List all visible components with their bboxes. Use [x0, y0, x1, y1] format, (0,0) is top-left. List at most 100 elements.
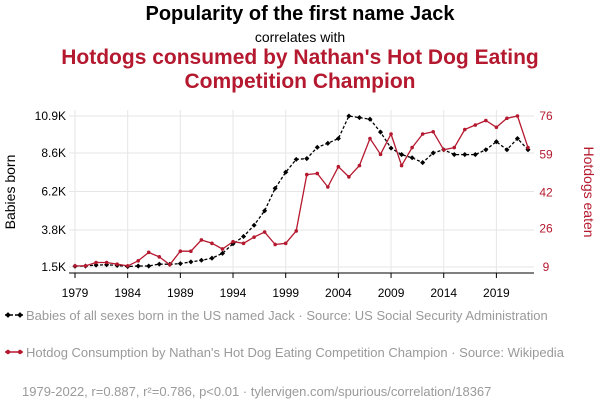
data-point-babies — [399, 152, 405, 158]
data-point-hotdogs — [115, 262, 119, 266]
x-tick-label: 1994 — [220, 286, 247, 300]
x-tick-label: 2019 — [483, 286, 510, 300]
data-point-hotdogs — [294, 229, 299, 233]
data-point-hotdogs — [494, 125, 499, 130]
data-point-hotdogs — [94, 260, 98, 265]
data-point-hotdogs — [273, 242, 277, 247]
chart-subtitle: correlates with — [254, 29, 346, 45]
data-point-hotdogs — [73, 264, 77, 268]
data-point-hotdogs — [336, 164, 341, 169]
data-point-babies — [293, 156, 299, 162]
x-tick-label: 1989 — [167, 286, 194, 300]
x-tick-label: 1979 — [62, 286, 89, 300]
y-left-tick-label: 6.2K — [41, 185, 66, 199]
data-point-babies — [335, 135, 341, 142]
y-right-tick-label: 59 — [539, 147, 553, 161]
y-right-axis-title: Hotdogs eaten — [581, 146, 597, 237]
data-point-babies — [283, 169, 289, 175]
data-point-hotdogs — [304, 172, 309, 177]
chart-title: Popularity of the first name Jack — [145, 3, 455, 25]
data-point-babies — [314, 144, 320, 150]
data-point-hotdogs — [199, 238, 204, 242]
data-point-hotdogs — [515, 114, 520, 118]
data-point-hotdogs — [157, 255, 162, 259]
data-point-hotdogs — [473, 123, 478, 127]
data-point-hotdogs — [378, 152, 383, 157]
data-point-babies — [272, 185, 278, 191]
data-point-hotdogs — [505, 116, 509, 121]
data-point-hotdogs — [399, 163, 404, 168]
data-point-hotdogs — [104, 260, 109, 265]
data-point-babies — [241, 233, 247, 240]
y-right-tick-label: 26 — [539, 222, 553, 236]
data-point-babies — [504, 147, 510, 153]
data-point-hotdogs — [389, 132, 393, 136]
data-point-babies — [156, 261, 162, 267]
data-point-hotdogs — [420, 132, 425, 136]
data-point-hotdogs — [146, 250, 151, 255]
y-right-tick-label: 76 — [539, 109, 553, 123]
data-point-hotdogs — [526, 145, 530, 150]
data-point-babies — [146, 263, 152, 269]
gridlines — [69, 110, 534, 273]
x-tick-label: 2014 — [430, 286, 457, 300]
x-tick-label: 2004 — [325, 286, 352, 300]
data-point-hotdogs — [462, 127, 467, 132]
data-point-hotdogs — [315, 171, 320, 176]
data-point-hotdogs — [231, 239, 235, 244]
data-point-babies — [346, 113, 352, 119]
data-point-babies — [377, 129, 384, 135]
data-point-hotdogs — [241, 241, 246, 246]
y-left-tick-label: 10.9K — [35, 109, 66, 123]
legend-label-babies: Babies of all sexes born in the US named… — [26, 308, 548, 323]
y-left-tick-label: 8.6K — [41, 146, 66, 160]
y-left-axis-title: Babies born — [2, 155, 18, 230]
dual-axis-line-chart: 1.5K 3.8K 6.2K 8.6K 10.9K 9 26 42 59 76 1979 1984 19… — [2, 109, 597, 300]
data-point-babies — [219, 250, 226, 256]
data-point-babies — [409, 155, 415, 161]
data-point-babies — [304, 156, 310, 162]
data-point-hotdogs — [83, 264, 88, 268]
data-point-hotdogs — [220, 247, 225, 251]
data-point-hotdogs — [368, 136, 372, 141]
data-point-hotdogs — [347, 175, 351, 179]
data-point-babies — [198, 257, 204, 263]
data-point-hotdogs — [262, 230, 267, 234]
legend-swatch-babies — [5, 312, 23, 318]
y-left-tick-label: 1.5K — [41, 260, 66, 274]
data-point-hotdogs — [136, 259, 141, 263]
footer-stats: 1979-2022, r=0.887, r²=0.786, p<0.01 · t… — [22, 384, 492, 399]
legend-swatch-hotdogs — [5, 349, 23, 355]
legend-label-hotdogs: Hotdog Consumption by Nathan's Hot Dog E… — [26, 345, 564, 360]
data-point-hotdogs — [189, 249, 193, 254]
data-point-hotdogs — [410, 145, 414, 150]
data-point-babies — [209, 255, 215, 261]
data-point-hotdogs — [452, 145, 457, 150]
data-point-hotdogs — [484, 118, 488, 123]
data-point-babies — [388, 145, 394, 151]
data-point-babies — [430, 150, 436, 156]
data-point-babies — [325, 140, 331, 146]
data-point-babies — [177, 261, 183, 267]
x-tick-label: 2009 — [378, 286, 405, 300]
data-point-hotdogs — [168, 262, 172, 267]
x-tick-label: 1999 — [272, 286, 299, 300]
data-point-hotdogs — [441, 148, 446, 152]
data-point-hotdogs — [431, 129, 435, 134]
series-line-1 — [75, 115, 529, 267]
data-point-hotdogs — [210, 241, 214, 246]
x-tick-label: 1984 — [114, 286, 141, 300]
y-right-tick-label: 9 — [543, 260, 550, 274]
data-point-babies — [135, 263, 141, 269]
data-point-hotdogs — [125, 264, 130, 268]
y-right-tick-label: 42 — [539, 186, 553, 200]
data-point-babies — [420, 160, 426, 166]
data-point-hotdogs — [357, 163, 362, 168]
data-point-hotdogs — [178, 249, 183, 254]
axes: 1.5K 3.8K 6.2K 8.6K 10.9K 9 26 42 59 76 1979 1984 19… — [2, 109, 597, 300]
data-point-babies — [251, 222, 257, 228]
data-point-hotdogs — [283, 241, 288, 246]
data-point-hotdogs — [252, 235, 256, 239]
data-point-babies — [483, 147, 489, 153]
data-point-babies — [188, 259, 194, 265]
